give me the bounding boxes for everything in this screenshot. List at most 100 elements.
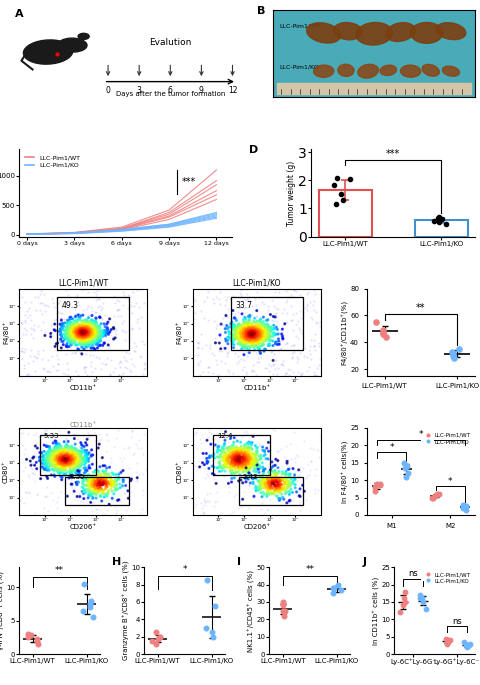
Point: [71, 486, 78, 497]
Point: [297, 369, 305, 379]
Point: [234, 460, 241, 471]
Point: [61, 456, 69, 467]
Point: [271, 487, 278, 498]
Point: [273, 312, 280, 323]
Point: [89, 329, 96, 340]
Point: [252, 320, 260, 331]
Point: [110, 310, 118, 321]
Text: 33.7: 33.7: [235, 301, 252, 310]
Point: [254, 459, 262, 470]
Point: [68, 321, 75, 332]
Point: [63, 453, 71, 464]
Point: [254, 330, 262, 341]
Point: [72, 462, 80, 473]
Point: [97, 331, 105, 342]
Point: [20, 448, 28, 459]
Point: [42, 449, 50, 460]
Point: [239, 460, 247, 471]
Point: [307, 311, 315, 322]
Point: [286, 364, 294, 375]
Point: [268, 456, 276, 467]
Point: [118, 369, 126, 380]
Point: [257, 462, 264, 473]
Point: [216, 456, 224, 466]
Point: [204, 469, 211, 479]
Point: [52, 462, 60, 473]
Point: [231, 459, 239, 470]
Point: [241, 439, 249, 450]
Point: [256, 321, 264, 332]
Point: [317, 354, 324, 365]
Point: [135, 469, 143, 479]
Point: [231, 458, 239, 469]
Point: [109, 477, 117, 488]
Point: [289, 308, 297, 319]
Point: [234, 462, 242, 473]
Point: [84, 329, 92, 340]
Point: [225, 478, 232, 489]
Point: [69, 347, 76, 358]
Point: [76, 465, 84, 476]
Point: [73, 324, 81, 335]
Point: [64, 447, 72, 458]
Point: [54, 447, 61, 458]
Point: [254, 475, 262, 486]
Point: [264, 332, 272, 343]
Point: [87, 323, 95, 334]
Point: [264, 329, 271, 340]
Point: [54, 467, 62, 478]
Point: [265, 474, 273, 485]
Point: [231, 321, 239, 332]
Point: [248, 366, 255, 377]
Point: [285, 490, 292, 501]
Point: [96, 479, 104, 490]
Point: [62, 451, 70, 462]
Point: [89, 349, 97, 360]
Point: [253, 327, 261, 338]
Point: [77, 461, 84, 472]
Y-axis label: Granzyme B⁺/CD8⁺ cells (%): Granzyme B⁺/CD8⁺ cells (%): [122, 561, 130, 660]
Point: [236, 445, 244, 456]
Point: [81, 323, 89, 334]
Point: [63, 325, 71, 336]
Point: [246, 459, 254, 470]
Point: [17, 427, 24, 438]
Point: [242, 342, 250, 353]
Point: [94, 338, 102, 349]
Point: [251, 334, 259, 345]
Point: [124, 289, 132, 300]
Point: [249, 477, 257, 488]
Point: [256, 332, 264, 342]
Point: [240, 362, 248, 373]
Point: [201, 497, 208, 508]
Point: [268, 325, 276, 336]
Point: [244, 325, 252, 336]
Point: [89, 329, 96, 340]
Point: [83, 321, 91, 332]
Point: [89, 328, 97, 339]
Point: [85, 317, 93, 328]
Point: [233, 331, 240, 342]
Point: [265, 480, 273, 491]
Point: [253, 460, 261, 471]
Point: [237, 327, 245, 338]
Point: [219, 452, 227, 463]
Point: [265, 476, 273, 487]
Point: [248, 323, 256, 334]
Point: [83, 454, 90, 465]
Point: [257, 478, 265, 489]
Point: [77, 333, 84, 344]
Point: [61, 334, 69, 345]
Point: [278, 475, 286, 486]
Point: [247, 325, 255, 336]
Point: [78, 331, 85, 342]
Point: [27, 323, 35, 334]
Point: [247, 477, 255, 488]
Point: [86, 602, 94, 613]
Point: [268, 488, 276, 499]
Point: [39, 427, 47, 438]
Point: [222, 310, 230, 321]
Point: [73, 479, 81, 490]
Bar: [231, 297, 303, 349]
Point: [237, 325, 244, 336]
